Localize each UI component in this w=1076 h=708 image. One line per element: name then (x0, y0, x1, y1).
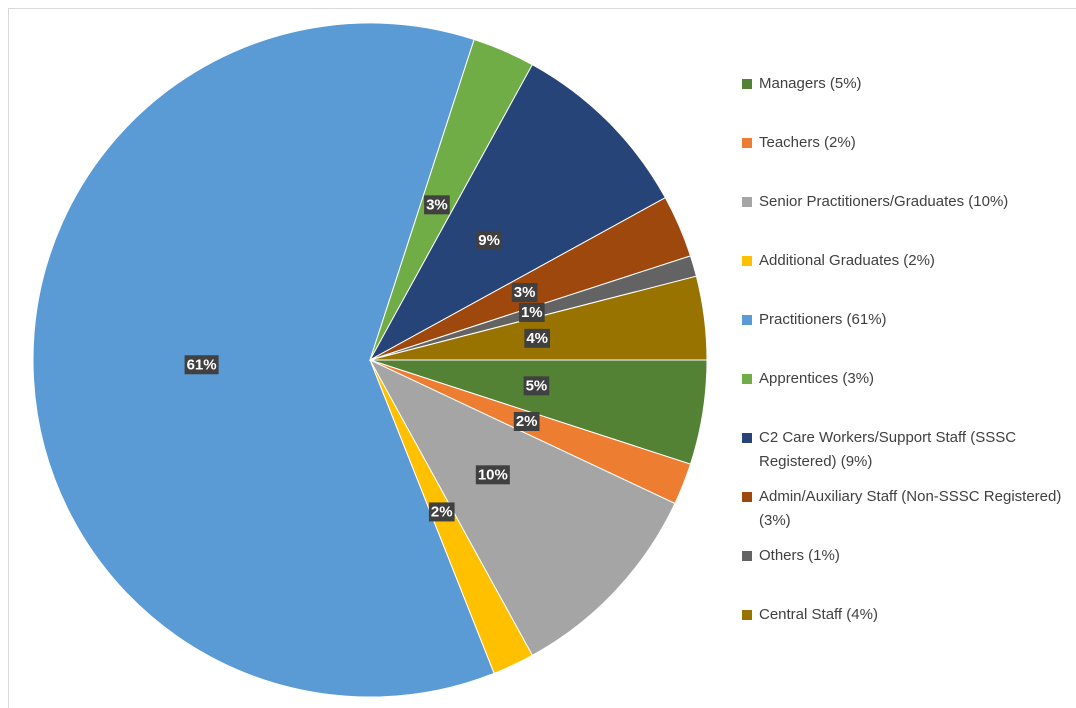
legend-label: Others (1%) (759, 547, 840, 564)
data-label: 4% (524, 328, 551, 348)
data-label-text: 2% (431, 503, 453, 520)
legend-label: Apprentices (3%) (759, 370, 875, 387)
data-label-bg (475, 465, 510, 485)
legend-swatch (742, 551, 752, 561)
legend-item: Additional Graduates (2%) (742, 249, 1072, 273)
data-label-bg (428, 502, 455, 522)
legend-swatch (742, 256, 752, 266)
legend-swatch (742, 138, 752, 148)
data-label-text: 1% (521, 304, 543, 321)
legend-label: Central Staff (4%) (759, 606, 878, 623)
legend-item: C2 Care Workers/Support Staff (SSSC Regi… (742, 426, 1072, 474)
data-label-bg (524, 328, 551, 348)
legend-label: Additional Graduates (2%) (759, 252, 935, 269)
legend-item: Central Staff (4%) (742, 603, 1072, 627)
data-label-text: 3% (426, 196, 448, 213)
legend-swatch (742, 492, 752, 502)
data-label-text: 2% (516, 413, 538, 430)
data-label-text: 5% (526, 377, 548, 394)
data-label: 2% (428, 502, 455, 522)
pie-slice (368, 358, 676, 656)
data-label: 3% (424, 195, 450, 215)
legend-label: Teachers (2%) (759, 134, 856, 151)
data-label: 3% (511, 283, 538, 303)
legend-swatch (742, 79, 752, 89)
data-label-text: 4% (526, 330, 548, 347)
data-label: 1% (518, 302, 545, 322)
legend-label: C2 Care Workers/Support Staff (SSSC Regi… (759, 429, 1017, 470)
data-label-text: 3% (514, 284, 536, 301)
chart-border (8, 8, 1076, 708)
data-label: 2% (513, 411, 540, 431)
data-label: 61% (184, 355, 219, 375)
data-label-bg (513, 411, 540, 431)
legend-swatch (742, 433, 752, 443)
legend-swatch (742, 610, 752, 620)
data-label-text: 61% (187, 356, 217, 373)
legend-swatch (742, 315, 752, 325)
legend-swatch (742, 197, 752, 207)
legend-item: Practitioners (61%) (742, 308, 1072, 332)
pie-slice (368, 64, 666, 362)
data-label: 5% (523, 376, 550, 396)
data-label-text: 10% (478, 466, 508, 483)
data-label-text: 9% (478, 232, 500, 249)
legend-label: Admin/Auxiliary Staff (Non-SSSC Register… (759, 488, 1062, 529)
data-label-bg (184, 355, 219, 375)
data-label-bg (523, 376, 550, 396)
data-label-bg (424, 195, 450, 215)
legend-item: Senior Practitioners/Graduates (10%) (742, 190, 1072, 214)
legend-label: Senior Practitioners/Graduates (10%) (759, 193, 1009, 210)
legend-item: Apprentices (3%) (742, 367, 1072, 391)
data-label-bg (518, 302, 545, 322)
legend-item: Managers (5%) (742, 72, 1072, 96)
legend-item: Admin/Auxiliary Staff (Non-SSSC Register… (742, 485, 1072, 533)
legend-label: Managers (5%) (759, 75, 862, 92)
data-label: 10% (475, 465, 510, 485)
data-label-bg (476, 230, 502, 250)
legend-label: Practitioners (61%) (759, 311, 887, 328)
data-label-bg (511, 283, 538, 303)
legend-item: Teachers (2%) (742, 131, 1072, 155)
pie-slice (32, 22, 495, 698)
data-label: 9% (476, 230, 502, 250)
legend-swatch (742, 374, 752, 384)
legend-item: Others (1%) (742, 544, 1072, 568)
